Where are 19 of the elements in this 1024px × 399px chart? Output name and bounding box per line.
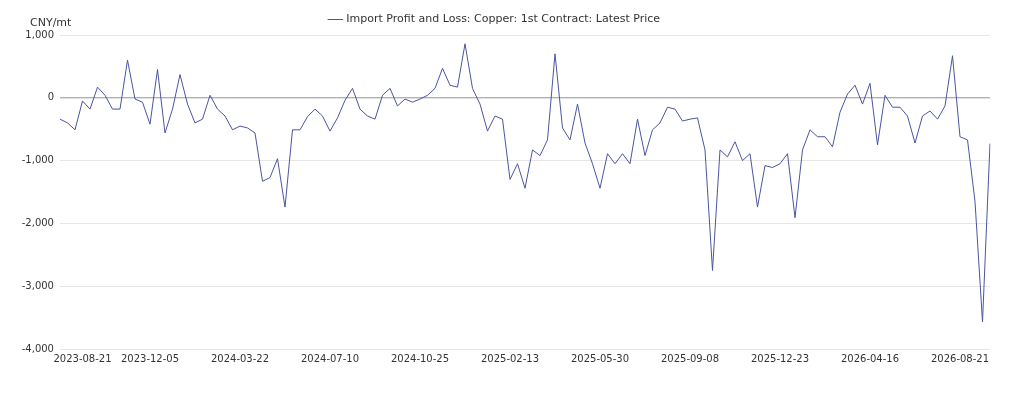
x-tick-label: 2026-04-16	[840, 352, 900, 364]
legend-label: Import Profit and Loss: Copper: 1st Contract: Latest Price	[346, 12, 661, 26]
x-tick-label: 2023-08-21	[53, 352, 112, 364]
x-tick-label: 2024-10-25	[390, 352, 450, 364]
x-tick-label: 2025-09-08	[660, 352, 720, 364]
x-tick-label: 2023-12-05	[120, 352, 180, 364]
y-tick-label: -1,000	[21, 154, 54, 166]
y-tick-label: -3,000	[21, 279, 54, 291]
x-tick-label: 2024-07-10	[300, 352, 360, 364]
x-tick-label: 2025-05-30	[570, 352, 630, 364]
y-tick-label: 1,000	[25, 28, 54, 40]
x-tick-label: 2025-12-23	[750, 352, 810, 364]
x-tick-label: 2025-02-13	[480, 352, 540, 364]
y-tick-label: -2,000	[21, 216, 54, 228]
x-tick-label: 2024-03-22	[210, 352, 270, 364]
x-tick-label: 2026-08-21	[930, 352, 990, 364]
y-tick-label: 0	[47, 91, 54, 103]
y-axis-title: CNY/mt	[30, 15, 73, 29]
y-tick-label: -4,000	[21, 342, 54, 354]
